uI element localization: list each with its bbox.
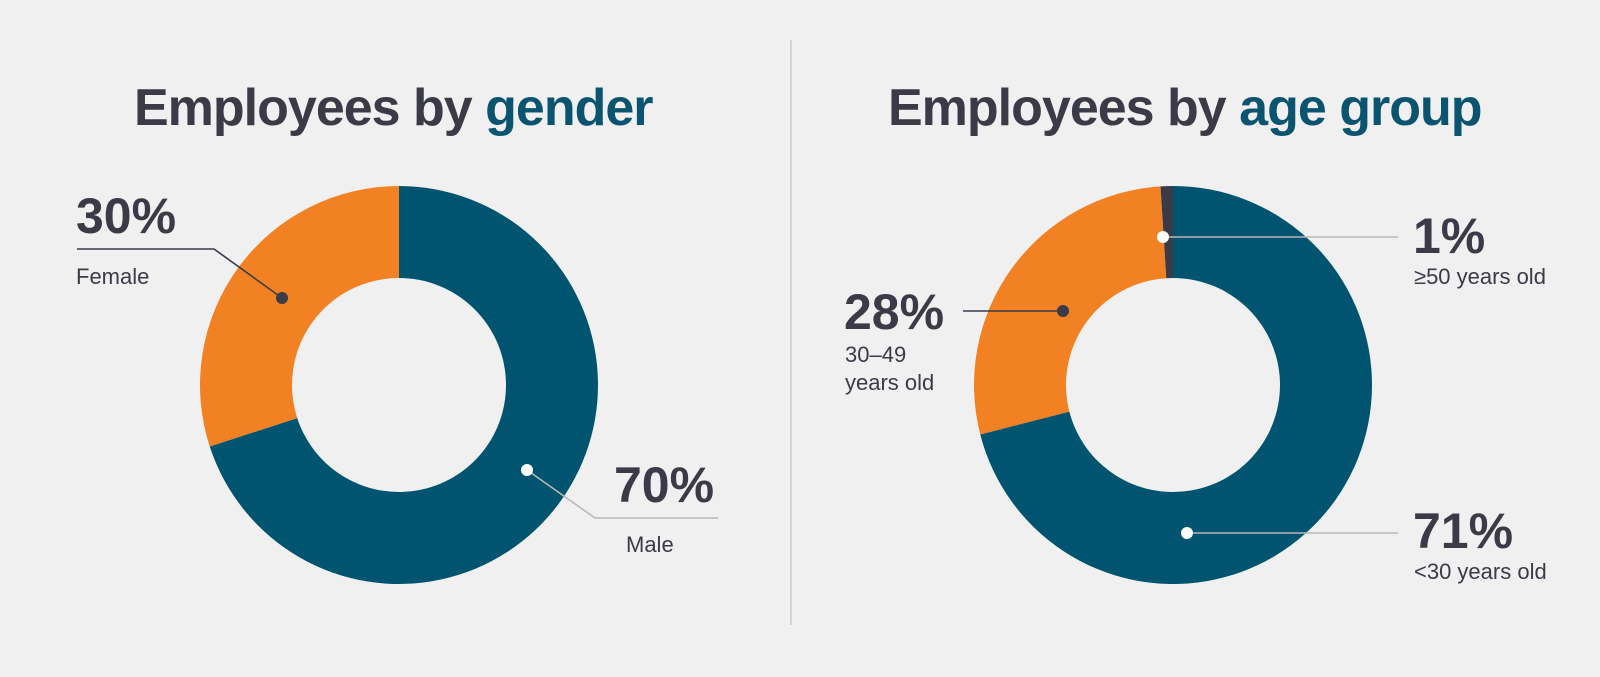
- gender-donut: [200, 186, 598, 584]
- male-leader-line: [526, 469, 718, 519]
- donut-slice-male: [209, 186, 598, 584]
- male-percent: 70%: [614, 457, 714, 513]
- age30to49-marker-dot: [1057, 305, 1069, 317]
- under30-marker-dot: [1181, 527, 1193, 539]
- age-title-prefix: Employees by: [888, 79, 1240, 137]
- over50-percent: 1%: [1413, 208, 1485, 264]
- gender-title-prefix: Employees by: [134, 79, 486, 137]
- male-label: Male: [626, 532, 674, 557]
- chart-annotations: 30% Female 70% Male 1%≥50 years old 28%30–49 y…: [76, 188, 1547, 584]
- over50-label: ≥50 years old: [1414, 264, 1546, 289]
- donut-slice-30-49-years-old: [974, 186, 1167, 435]
- male-marker-dot: [521, 464, 533, 476]
- age-donut: [974, 186, 1372, 584]
- under30-percent: 71%: [1413, 503, 1513, 559]
- female-label: Female: [76, 264, 149, 289]
- gender-title-accent: gender: [485, 79, 653, 137]
- over50-marker-dot: [1157, 231, 1169, 243]
- donut-slice-50-years-old: [1160, 186, 1173, 279]
- age30to49-label-line1: 30–49: [845, 342, 906, 367]
- panel-divider: [790, 40, 792, 625]
- age-title-accent: age group: [1239, 79, 1482, 137]
- age30to49-label-line2: years old: [845, 370, 934, 395]
- female-leader-line: [77, 248, 283, 299]
- donut-slice-30-years-old: [980, 186, 1372, 584]
- female-percent: 30%: [76, 188, 176, 244]
- age30to49-percent: 28%: [844, 284, 944, 340]
- donut-slice-female: [200, 186, 399, 447]
- female-marker-dot: [276, 292, 288, 304]
- under30-label: <30 years old: [1414, 559, 1547, 584]
- age-chart-title: Employees by age group: [888, 78, 1483, 138]
- gender-chart-title: Employees by gender: [134, 78, 654, 138]
